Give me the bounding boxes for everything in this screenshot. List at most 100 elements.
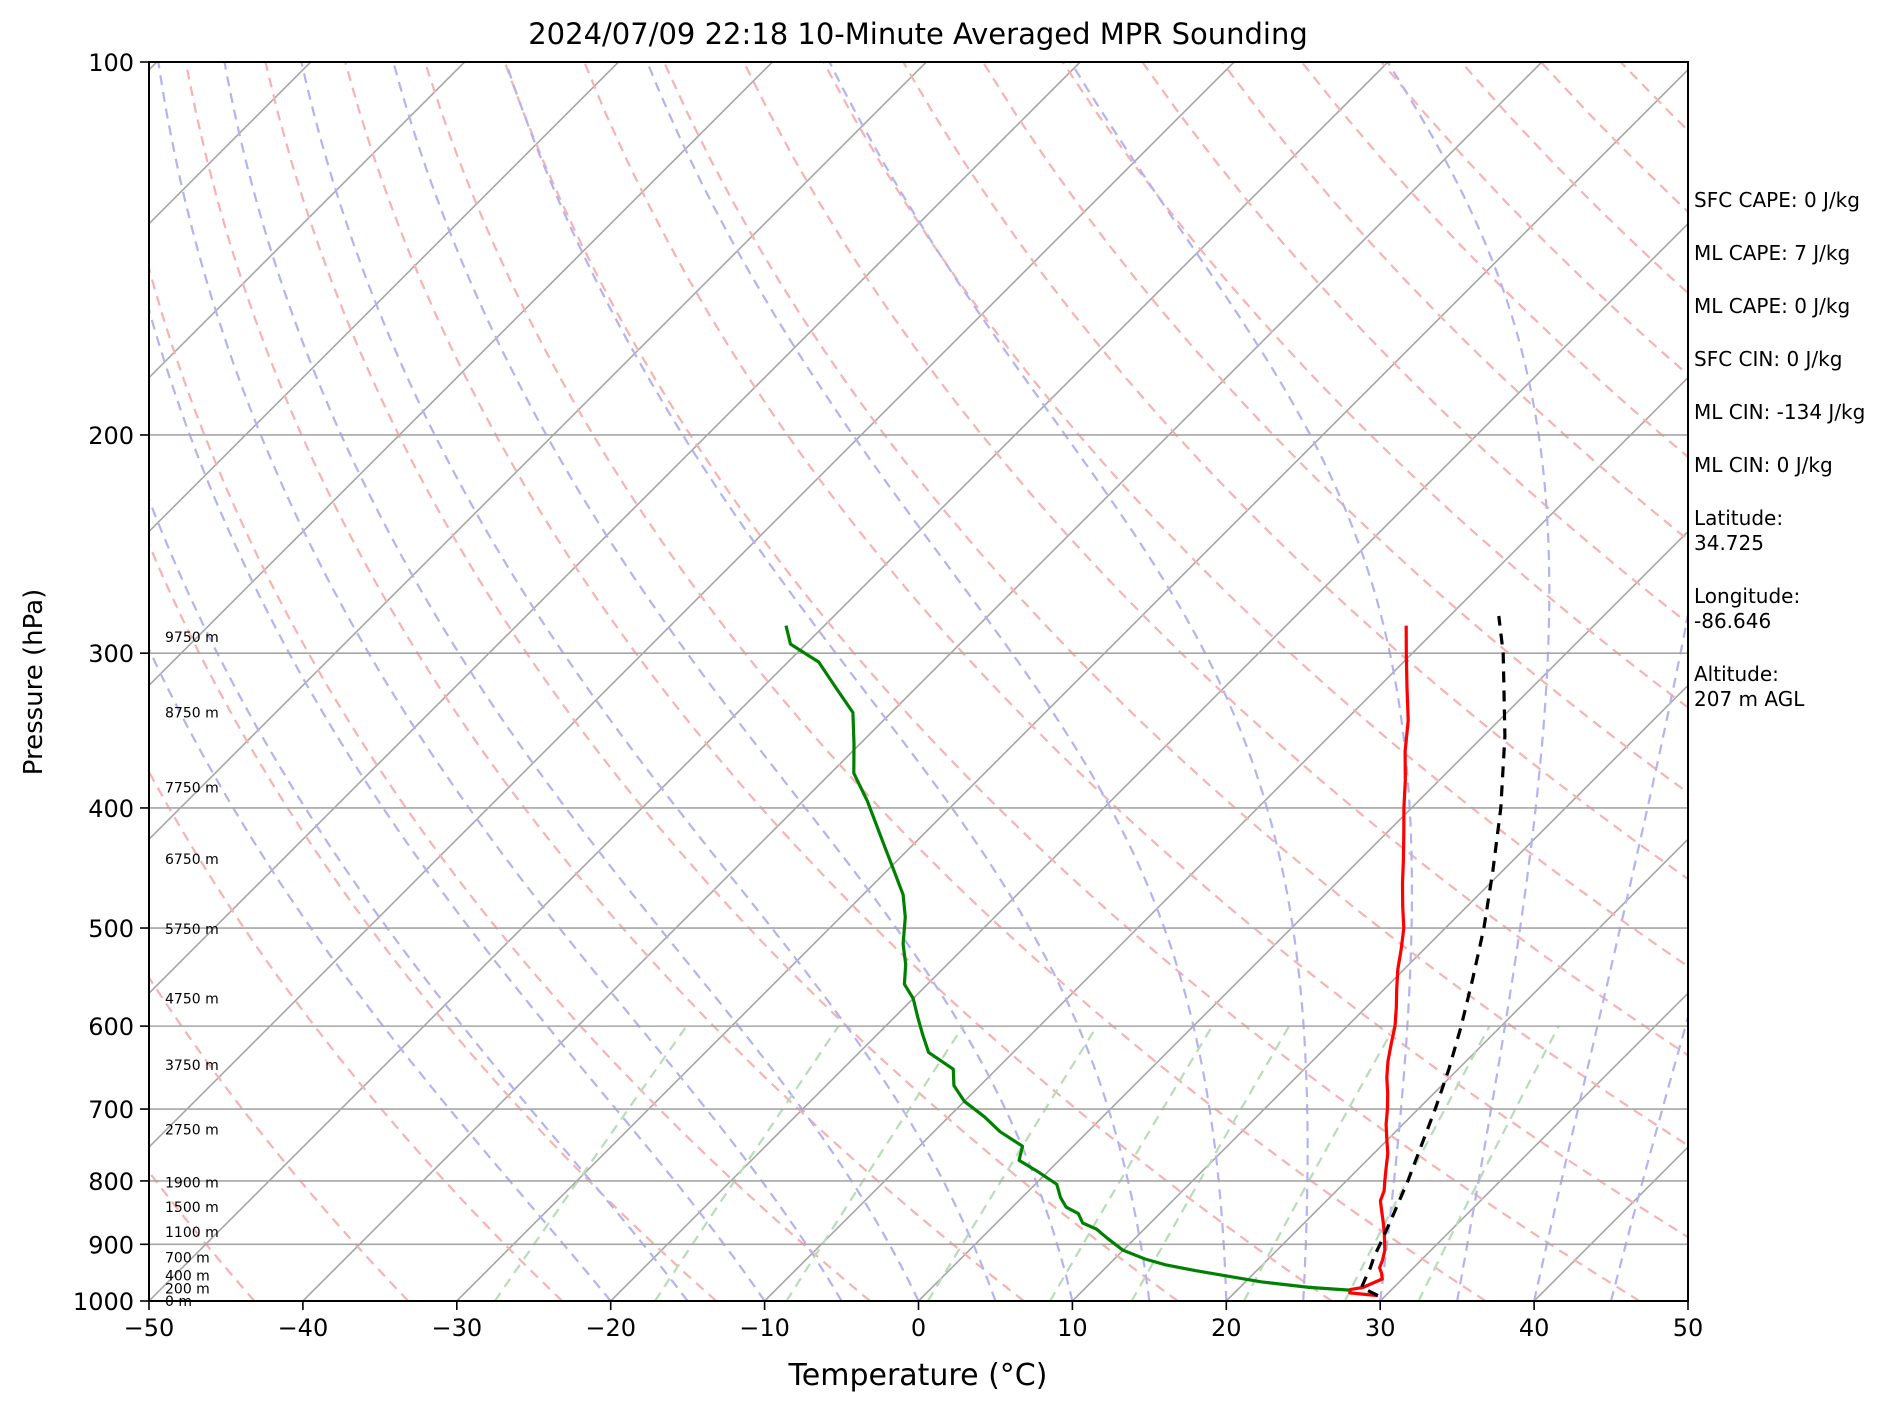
height-label: 1900 m bbox=[165, 1175, 219, 1191]
y-tick-label: 1000 bbox=[73, 1288, 134, 1316]
isotherm-line bbox=[764, 376, 1688, 1301]
mixing-ratio-line bbox=[1343, 1025, 1491, 1301]
height-label: 9750 m bbox=[165, 630, 219, 646]
y-axis-label: Pressure (hPa) bbox=[19, 589, 49, 776]
background-lines bbox=[149, 62, 1688, 1301]
dry-adiabat-line bbox=[149, 769, 563, 1301]
stat-sfc-cin: SFC CIN: 0 J/kg bbox=[1694, 347, 1843, 371]
moist-adiabat-line bbox=[1533, 608, 1688, 1301]
dry-adiabat-line bbox=[583, 62, 1688, 1239]
x-tick-label: 30 bbox=[1365, 1314, 1396, 1342]
mixing-ratio-line bbox=[493, 1025, 688, 1301]
moist-adiabat-line bbox=[157, 62, 843, 1301]
mixing-ratio-line bbox=[653, 1025, 840, 1301]
x-tick-label: 10 bbox=[1057, 1314, 1088, 1342]
x-tick-label: 50 bbox=[1673, 1314, 1704, 1342]
dry-adiabat-line bbox=[423, 62, 1487, 1301]
stat-sfc-cape: SFC CAPE: 0 J/kg bbox=[1694, 188, 1860, 212]
sounding-stats-panel: SFC CAPE: 0 J/kg ML CAPE: 7 J/kg ML CAPE… bbox=[1694, 188, 1894, 712]
moist-adiabat-line bbox=[504, 62, 1151, 1301]
y-tick-label: 600 bbox=[88, 1013, 134, 1041]
height-label: 700 m bbox=[165, 1250, 210, 1266]
x-tick-label: −20 bbox=[585, 1314, 636, 1342]
x-axis-label: Temperature (°C) bbox=[788, 1358, 1048, 1393]
dry-adiabat-line bbox=[344, 62, 1333, 1301]
isotherm-line bbox=[149, 62, 620, 533]
height-label: 7750 m bbox=[165, 780, 219, 796]
height-label: 200 m bbox=[165, 1281, 210, 1297]
x-tick-label: 40 bbox=[1519, 1314, 1550, 1342]
y-tick-label: 400 bbox=[88, 795, 134, 823]
isotherm-line bbox=[149, 62, 466, 379]
moist-adiabat-line bbox=[1386, 62, 1551, 1301]
y-tick-label: 800 bbox=[88, 1168, 134, 1196]
mixing-ratio-line bbox=[1130, 1025, 1291, 1301]
height-label: 0 m bbox=[165, 1294, 192, 1310]
height-label: 4750 m bbox=[165, 992, 219, 1008]
x-tick-label: −30 bbox=[431, 1314, 482, 1342]
stat-altitude: Altitude: 207 m AGL bbox=[1694, 662, 1805, 711]
stat-longitude: Longitude: -86.646 bbox=[1694, 584, 1801, 633]
moist-adiabat-line bbox=[300, 62, 997, 1301]
dry-adiabat-line bbox=[503, 62, 1641, 1301]
y-tick-label: 200 bbox=[88, 422, 134, 450]
moist-adiabat-line bbox=[828, 62, 1309, 1301]
y-tick-label: 100 bbox=[88, 49, 134, 77]
y-tick-label: 900 bbox=[88, 1231, 134, 1259]
x-axis: −50 −40 −30 −20 −10 0 10 20 30 40 50 bbox=[124, 1301, 1704, 1342]
height-label: 400 m bbox=[165, 1269, 210, 1285]
dry-adiabat-line bbox=[149, 541, 717, 1301]
moist-adiabat-line bbox=[392, 62, 1074, 1301]
dry-adiabat-line bbox=[663, 62, 1688, 1147]
x-tick-label: 0 bbox=[911, 1314, 926, 1342]
dry-adiabat-line bbox=[149, 975, 410, 1301]
height-label: 6750 m bbox=[165, 852, 219, 868]
height-label: 3750 m bbox=[165, 1058, 219, 1074]
dewpoint-line bbox=[784, 625, 1350, 1292]
stat-ml-cin-2: ML CIN: 0 J/kg bbox=[1694, 453, 1833, 477]
stat-latitude: Latitude: 34.725 bbox=[1694, 506, 1784, 555]
moist-adiabat-line bbox=[149, 305, 766, 1301]
height-label: 1100 m bbox=[165, 1225, 219, 1241]
isotherm-line bbox=[610, 222, 1688, 1301]
isotherm-line bbox=[149, 62, 1235, 1149]
dry-adiabat-line bbox=[149, 264, 871, 1301]
dry-adiabat-line bbox=[264, 62, 1179, 1301]
stat-ml-cin: ML CIN: -134 J/kg bbox=[1694, 400, 1866, 424]
height-label: 1500 m bbox=[165, 1200, 219, 1216]
pressure-gridlines bbox=[149, 62, 1688, 1301]
mixing-ratio-line bbox=[1049, 1025, 1214, 1301]
x-tick-label: −40 bbox=[278, 1314, 329, 1342]
moist-adiabat-line bbox=[1069, 62, 1413, 1301]
stat-ml-cape: ML CAPE: 7 J/kg bbox=[1694, 241, 1851, 265]
sounding-series bbox=[784, 615, 1507, 1298]
moist-adiabat-line bbox=[223, 62, 920, 1301]
isotherm-line bbox=[1379, 992, 1688, 1301]
isotherm-line bbox=[302, 62, 1543, 1301]
isotherm-line bbox=[1225, 838, 1688, 1301]
isotherm-line bbox=[456, 68, 1688, 1301]
moist-adiabat-line bbox=[646, 62, 1228, 1301]
moist-adiabat-line bbox=[149, 646, 612, 1301]
isotherm-line bbox=[1071, 684, 1688, 1301]
isotherm-line bbox=[149, 62, 773, 687]
x-tick-label: 20 bbox=[1211, 1314, 1242, 1342]
dry-adiabat-line bbox=[1061, 62, 1688, 709]
mixing-ratio-line bbox=[1417, 1025, 1560, 1301]
isotherm-line bbox=[917, 530, 1688, 1301]
x-tick-label: −50 bbox=[124, 1314, 175, 1342]
y-axis: 1000 900 800 700 600 500 400 300 200 100 bbox=[73, 49, 149, 1316]
stat-ml-cape-2: ML CAPE: 0 J/kg bbox=[1694, 294, 1851, 318]
isotherm-line bbox=[149, 62, 1081, 995]
moist-adiabat-line bbox=[149, 496, 689, 1301]
height-label: 5750 m bbox=[165, 922, 219, 938]
plot-frame bbox=[148, 61, 1689, 1302]
y-tick-label: 500 bbox=[88, 915, 134, 943]
y-tick-label: 700 bbox=[88, 1096, 134, 1124]
height-label: 2750 m bbox=[165, 1122, 219, 1138]
y-tick-label: 300 bbox=[88, 640, 134, 668]
temperature-line bbox=[1348, 625, 1410, 1298]
moist-adiabat-line bbox=[1609, 1013, 1688, 1301]
